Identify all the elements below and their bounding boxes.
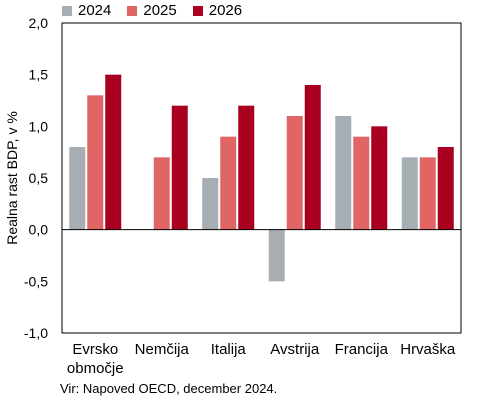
bar-2026-2 bbox=[238, 105, 255, 230]
bar-2025-2 bbox=[220, 136, 237, 230]
x-tick-label: Hrvaška bbox=[400, 341, 456, 358]
y-tick-label: 0,0 bbox=[29, 222, 49, 238]
legend: 2024 2025 2026 bbox=[62, 2, 258, 19]
y-tick-label: -1,0 bbox=[24, 325, 48, 341]
bar-2026-3 bbox=[304, 85, 321, 230]
x-tick-label: Nemčija bbox=[135, 341, 190, 358]
bar-2024-5 bbox=[401, 157, 418, 230]
bar-2025-3 bbox=[286, 116, 303, 230]
plot-frame bbox=[61, 22, 462, 334]
legend-label: 2026 bbox=[208, 2, 243, 19]
bar-2024-3 bbox=[268, 229, 285, 282]
x-tick-label: Avstrija bbox=[270, 341, 320, 358]
x-tick-label: Italija bbox=[211, 341, 247, 358]
y-tick-label: 0,5 bbox=[29, 170, 49, 186]
legend-item-2026: 2026 bbox=[192, 2, 243, 19]
bar-2025-1 bbox=[153, 157, 170, 230]
bar-2024-0 bbox=[69, 147, 86, 230]
y-tick-label: 1,0 bbox=[29, 118, 49, 134]
bar-2026-4 bbox=[371, 126, 388, 230]
x-tick-label: Francija bbox=[335, 341, 389, 358]
legend-swatch bbox=[192, 5, 203, 16]
y-tick-label: 1,5 bbox=[29, 67, 49, 83]
legend-item-2025: 2025 bbox=[127, 2, 177, 19]
y-tick-label: 2,0 bbox=[29, 15, 49, 31]
legend-swatch bbox=[62, 5, 72, 16]
bar-2024-4 bbox=[335, 116, 352, 230]
bar-2025-0 bbox=[87, 95, 104, 230]
legend-label: 2024 bbox=[78, 2, 112, 19]
x-tick-label: območje bbox=[67, 360, 124, 377]
bar-2026-5 bbox=[437, 147, 454, 230]
x-tick-label: Evrsko bbox=[72, 341, 118, 358]
legend-swatch bbox=[127, 5, 138, 16]
legend-item-2024: 2024 bbox=[62, 2, 111, 19]
y-axis-label: Realna rast BDP, v % bbox=[4, 111, 20, 245]
bar-2026-0 bbox=[105, 74, 122, 230]
bar-2026-1 bbox=[171, 105, 188, 230]
bar-2025-5 bbox=[419, 157, 436, 230]
source-note: Vir: Napoved OECD, december 2024. bbox=[60, 381, 278, 396]
legend-label: 2025 bbox=[143, 2, 177, 19]
bar-2025-4 bbox=[353, 136, 370, 230]
y-tick-label: -0,5 bbox=[24, 273, 48, 289]
bar-2024-2 bbox=[202, 178, 219, 230]
